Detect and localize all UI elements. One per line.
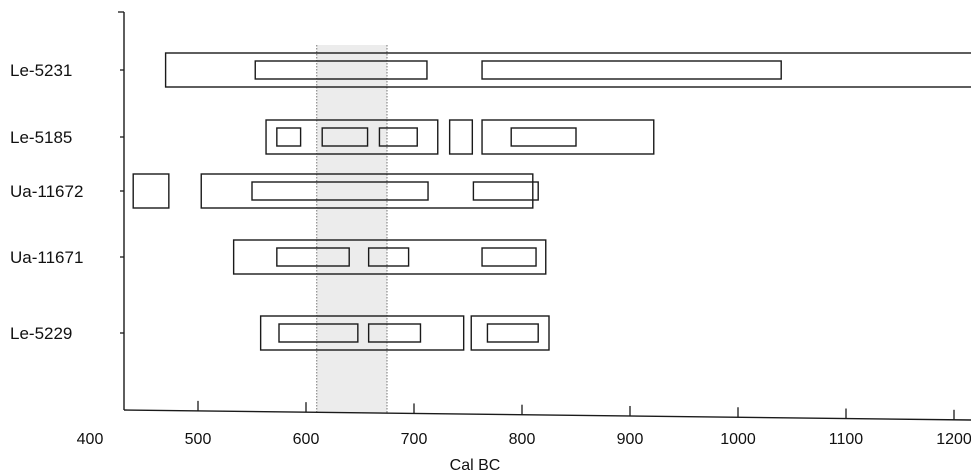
- inner-range-box: [378, 127, 418, 147]
- row-label: Le-5185: [10, 128, 72, 147]
- row-label: Ua-11671: [10, 248, 83, 267]
- x-tick-label: 900: [617, 431, 644, 448]
- x-axis-title: Cal BC: [450, 457, 501, 474]
- x-tick-label: 500: [185, 431, 212, 448]
- inner-range-box: [278, 323, 359, 343]
- x-tick-label: 700: [401, 431, 428, 448]
- outer-range-box: [448, 119, 474, 155]
- outer-range-box: [265, 119, 439, 155]
- x-tick-label: 1000: [720, 431, 756, 448]
- inner-range-box: [510, 127, 577, 147]
- range-boxes: [132, 52, 971, 351]
- inner-range-box: [254, 60, 428, 80]
- highlight-band-fill: [316, 45, 387, 413]
- inner-range-box: [481, 60, 782, 80]
- highlight-band: [316, 45, 388, 413]
- x-tick-label: 1100: [829, 431, 864, 448]
- x-axis-ticks: 400 500 600 700 800 900 1000 1100 1200: [77, 400, 971, 448]
- outer-range-box: [164, 52, 971, 88]
- outer-range-box: [470, 315, 550, 351]
- row-label: Ua-11672: [10, 182, 83, 201]
- x-axis-line: [123, 409, 971, 421]
- inner-range-box: [276, 127, 302, 147]
- outer-range-box: [481, 119, 655, 155]
- row-label: Le-5231: [10, 61, 72, 80]
- outer-range-box: [132, 173, 170, 209]
- x-tick-label: 1200: [936, 431, 971, 448]
- row-labels: Le-5231 Le-5185 Ua-11672 Ua-11671 Le-5229: [10, 61, 83, 343]
- inner-range-box: [276, 247, 350, 267]
- row-label: Le-5229: [10, 324, 72, 343]
- inner-range-box: [481, 247, 537, 267]
- x-tick-label: 800: [509, 431, 536, 448]
- outer-range-box: [200, 173, 534, 209]
- x-tick-label: 400: [77, 431, 104, 448]
- inner-range-box: [251, 181, 429, 201]
- outer-range-box: [232, 239, 547, 275]
- outer-range-box: [259, 315, 465, 351]
- x-tick-label: 600: [293, 431, 320, 448]
- axes: [118, 11, 971, 421]
- inner-range-box: [486, 323, 539, 343]
- inner-range-box: [367, 247, 410, 267]
- inner-range-box: [321, 127, 369, 147]
- inner-range-box: [472, 181, 539, 201]
- inner-range-box: [367, 323, 422, 343]
